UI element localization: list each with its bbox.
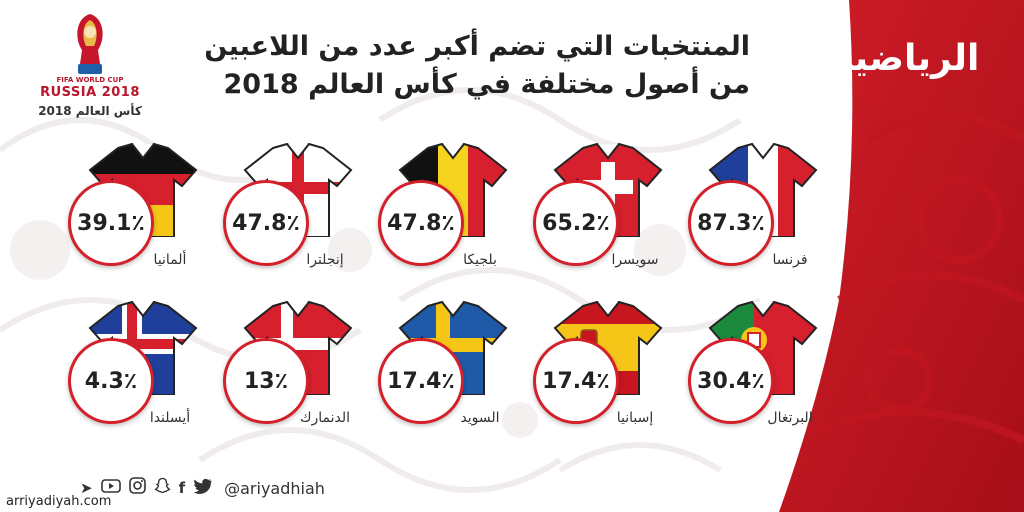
country-name: البرتغال <box>767 410 813 426</box>
percent-circle: 17.4٪ <box>533 338 619 424</box>
percent-circle: 13٪ <box>223 338 309 424</box>
percent-circle: 47.8٪ <box>378 180 464 266</box>
world-cup-logo: FIFA WORLD CUP RUSSIA 2018 كأس العالم 20… <box>30 8 150 128</box>
social-bar: ➤ f @ariyadhiah <box>80 476 325 500</box>
percent-circle: 30.4٪ <box>688 338 774 424</box>
social-handle[interactable]: @ariyadhiah <box>224 478 325 498</box>
country-name: السويد <box>460 410 500 426</box>
wc-small-text: FIFA WORLD CUP <box>56 76 124 84</box>
country-name: إسبانيا <box>616 410 654 426</box>
telegram-icon[interactable]: ➤ <box>80 479 93 497</box>
snapchat-icon[interactable] <box>154 477 171 499</box>
country-name: فرنسا <box>772 252 808 268</box>
trophy-icon <box>77 14 103 74</box>
team-card-belgium: 47.8٪ بلجيكا <box>370 142 520 292</box>
team-card-sweden: 17.4٪ السويد <box>370 300 520 450</box>
team-card-spain: 17.4٪ إسبانيا <box>525 300 675 450</box>
twitter-icon[interactable] <box>193 478 212 499</box>
country-name: سويسرا <box>611 252 659 268</box>
percent-circle: 17.4٪ <box>378 338 464 424</box>
team-card-switzerland: 65.2٪ سويسرا <box>525 142 675 292</box>
percent-circle: 4.3٪ <box>68 338 154 424</box>
country-name: ألمانيا <box>153 252 187 268</box>
country-name: بلجيكا <box>463 252 497 268</box>
facebook-icon[interactable]: f <box>178 479 186 497</box>
instagram-icon[interactable] <box>128 477 146 499</box>
brand-panel <box>779 0 1024 512</box>
percent-circle: 47.8٪ <box>223 180 309 266</box>
country-name: الدنمارك <box>299 410 351 426</box>
country-name: إنجلترا <box>306 252 344 268</box>
team-card-denmark: 13٪ الدنمارك <box>215 300 365 450</box>
country-name: أيسلندا <box>149 410 191 426</box>
percent-circle: 65.2٪ <box>533 180 619 266</box>
page-title: المنتخبات التي تضم أكبر عدد من اللاعبين … <box>190 28 750 104</box>
youtube-icon[interactable] <box>100 478 121 499</box>
percent-circle: 87.3٪ <box>688 180 774 266</box>
team-card-england: 47.8٪ إنجلترا <box>215 142 365 292</box>
wc-event-text: RUSSIA 2018 <box>40 85 140 100</box>
brand-logo: الرياضية <box>832 37 981 79</box>
team-card-iceland: 4.3٪ أيسلندا <box>60 300 210 450</box>
title-line-2: من أصول مختلفة في كأس العالم 2018 <box>223 69 750 100</box>
team-card-france: 87.3٪ فرنسا <box>680 142 830 292</box>
site-watermark: arriyadiyah.com <box>4 494 114 509</box>
title-line-1: المنتخبات التي تضم أكبر عدد من اللاعبين <box>204 31 750 62</box>
team-card-germany: 39.1٪ ألمانيا <box>60 142 210 292</box>
percent-circle: 39.1٪ <box>68 180 154 266</box>
team-card-portugal: 30.4٪ البرتغال <box>680 300 830 450</box>
wc-arabic-caption: كأس العالم 2018 <box>38 104 142 118</box>
